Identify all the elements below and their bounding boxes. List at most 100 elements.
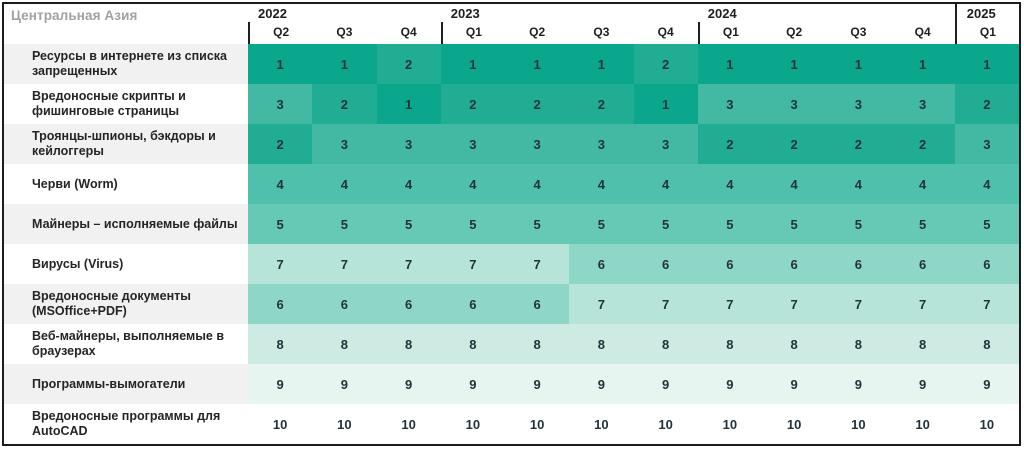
heatmap-cell: 1 xyxy=(248,44,313,84)
heatmap-cell: 4 xyxy=(248,164,313,204)
heatmap-cell: 8 xyxy=(248,324,313,364)
rank-heatmap-matrix: Центральная Азия 2022 Q2 Q3 Q4 2023 Q1 Q2 Q3 Q4 2… xyxy=(4,4,1019,444)
heatmap-cell: 6 xyxy=(376,284,441,324)
heatmap-cell: 1 xyxy=(505,44,570,84)
heatmap-cell: 7 xyxy=(312,244,377,284)
heatmap-cell: 3 xyxy=(569,124,634,164)
heatmap-cell: 9 xyxy=(440,364,505,404)
heatmap-cell: 3 xyxy=(633,124,698,164)
heatmap-cell: 10 xyxy=(826,404,891,444)
heatmap-cell: 6 xyxy=(826,244,891,284)
heatmap-cell: 6 xyxy=(890,244,955,284)
heatmap-cell: 2 xyxy=(890,124,955,164)
heatmap-cell: 7 xyxy=(569,284,634,324)
heatmap-cell: 10 xyxy=(505,404,570,444)
quarter-label: Q3 xyxy=(336,25,353,39)
quarter-label: Q4 xyxy=(400,25,417,39)
category-label: Майнеры – исполняемые файлы xyxy=(4,204,248,244)
heatmap-cell: 9 xyxy=(890,364,955,404)
heatmap-cell: 9 xyxy=(312,364,377,404)
heatmap-cell: 8 xyxy=(762,324,827,364)
quarter-label: Q4 xyxy=(657,25,674,39)
heatmap-cell: 4 xyxy=(633,164,698,204)
quarter-label: Q2 xyxy=(248,22,312,44)
heatmap-cell: 1 xyxy=(890,44,955,84)
heatmap-cell: 10 xyxy=(697,404,762,444)
heatmap-cell: 7 xyxy=(633,284,698,324)
heatmap-cell: 8 xyxy=(505,324,570,364)
heatmap-cell: 1 xyxy=(697,44,762,84)
report-frame: Центральная Азия 2022 Q2 Q3 Q4 2023 Q1 Q2 Q3 Q4 2… xyxy=(2,2,1021,446)
year-label: 2025 xyxy=(954,4,1019,22)
heatmap-cell: 1 xyxy=(312,44,377,84)
heatmap-cell: 7 xyxy=(376,244,441,284)
heatmap-cell: 2 xyxy=(569,84,634,124)
category-label: Вредоносные скрипты и фишинговые страниц… xyxy=(32,89,186,118)
heatmap-cell: 4 xyxy=(569,164,634,204)
heatmap-cell: 9 xyxy=(954,364,1019,404)
category-label: Ресурсы в интернете из списка запрещенны… xyxy=(4,44,248,84)
quarter-label: Q4 xyxy=(914,25,931,39)
heatmap-cell: 2 xyxy=(697,124,762,164)
category-label: Веб-майнеры, выполняемые в браузерах xyxy=(32,329,225,358)
heatmap-cell: 2 xyxy=(954,84,1019,124)
year-label: 2022 xyxy=(258,6,287,21)
heatmap-cell: 3 xyxy=(312,124,377,164)
heatmap-cell: 2 xyxy=(376,44,441,84)
heatmap-cell: 9 xyxy=(505,364,570,404)
quarter-label: Q2 xyxy=(786,25,803,39)
heatmap-cell: 6 xyxy=(248,284,313,324)
category-label: Программы-вымогатели xyxy=(4,364,248,404)
heatmap-cell: 8 xyxy=(376,324,441,364)
heatmap-cell: 6 xyxy=(762,244,827,284)
heatmap-cell: 6 xyxy=(312,284,377,324)
category-label: Троянцы-шпионы, бэкдоры и кейлоггеры xyxy=(4,124,248,164)
quarter-label: Q3 xyxy=(850,25,867,39)
heatmap-cell: 8 xyxy=(633,324,698,364)
heatmap-cell: 6 xyxy=(505,284,570,324)
heatmap-cell: 5 xyxy=(248,204,313,244)
heatmap-cell: 3 xyxy=(954,124,1019,164)
heatmap-cell: 5 xyxy=(890,204,955,244)
heatmap-cell: 3 xyxy=(826,84,891,124)
heatmap-cell: 1 xyxy=(376,84,441,124)
heatmap-cell: 7 xyxy=(697,284,762,324)
heatmap-cell: 9 xyxy=(826,364,891,404)
heatmap-cell: 4 xyxy=(505,164,570,204)
heatmap-cell: 5 xyxy=(697,204,762,244)
heatmap-cell: 8 xyxy=(890,324,955,364)
heatmap-cell: 10 xyxy=(762,404,827,444)
heatmap-cell: 9 xyxy=(633,364,698,404)
heatmap-cell: 3 xyxy=(762,84,827,124)
category-label: Вредоносные программы для AutoCAD xyxy=(32,409,221,438)
heatmap-cell: 10 xyxy=(312,404,377,444)
heatmap-cell: 5 xyxy=(633,204,698,244)
heatmap-cell: 9 xyxy=(569,364,634,404)
heatmap-cell: 5 xyxy=(569,204,634,244)
heatmap-cell: 6 xyxy=(440,284,505,324)
heatmap-cell: 6 xyxy=(954,244,1019,284)
heatmap-cell: 10 xyxy=(569,404,634,444)
heatmap-cell: 4 xyxy=(762,164,827,204)
heatmap-cell: 1 xyxy=(762,44,827,84)
category-label: Вредоносные документы (MSOffice+PDF) xyxy=(4,284,248,324)
category-label: Вирусы (Virus) xyxy=(32,256,124,271)
heatmap-cell: 8 xyxy=(697,324,762,364)
heatmap-cell: 9 xyxy=(248,364,313,404)
heatmap-cell: 6 xyxy=(569,244,634,284)
heatmap-cell: 2 xyxy=(440,84,505,124)
heatmap-cell: 3 xyxy=(376,124,441,164)
heatmap-cell: 4 xyxy=(440,164,505,204)
heatmap-cell: 7 xyxy=(826,284,891,324)
heatmap-cell: 2 xyxy=(826,124,891,164)
heatmap-cell: 8 xyxy=(826,324,891,364)
region-title: Центральная Азия xyxy=(11,8,138,23)
heatmap-cell: 2 xyxy=(312,84,377,124)
year-label: 2024 xyxy=(707,6,737,21)
heatmap-cell: 3 xyxy=(505,124,570,164)
heatmap-cell: 4 xyxy=(697,164,762,204)
heatmap-cell: 10 xyxy=(633,404,698,444)
heatmap-cell: 2 xyxy=(633,44,698,84)
heatmap-cell: 1 xyxy=(954,44,1019,84)
heatmap-cell: 3 xyxy=(697,84,762,124)
